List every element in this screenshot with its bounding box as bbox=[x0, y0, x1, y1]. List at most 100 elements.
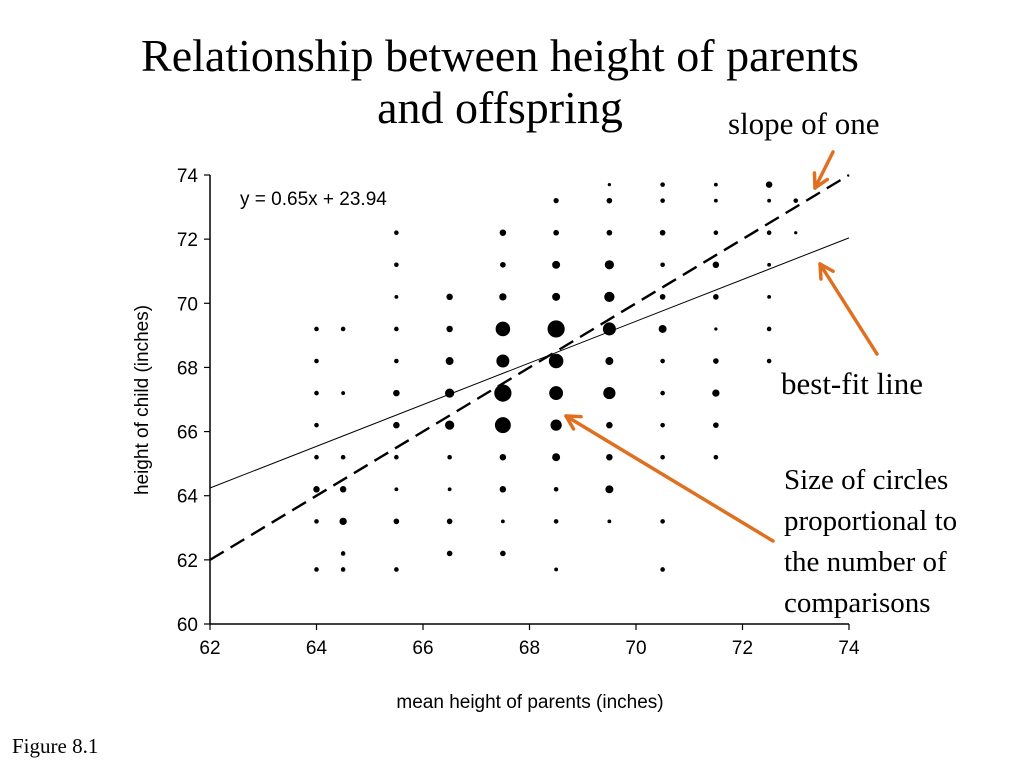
data-point bbox=[445, 357, 454, 365]
annotation-best-fit-line: best-fit line bbox=[781, 366, 924, 401]
x-tick-label: 66 bbox=[412, 638, 433, 659]
data-point bbox=[713, 198, 718, 203]
arrow-circle-size-head bbox=[564, 414, 583, 431]
data-point bbox=[394, 230, 399, 236]
data-point bbox=[446, 293, 453, 301]
data-point bbox=[660, 567, 665, 572]
slope-one-line bbox=[209, 173, 850, 561]
figure-label: Figure 8.1 bbox=[12, 734, 99, 758]
data-point bbox=[604, 260, 614, 270]
fit-lines bbox=[209, 173, 850, 561]
y-tick-label: 72 bbox=[177, 230, 198, 251]
title-line-1: Relationship between height of parents bbox=[141, 30, 859, 81]
data-point bbox=[340, 454, 346, 460]
data-point bbox=[712, 389, 720, 397]
data-point bbox=[660, 390, 665, 396]
chart-title: Relationship between height of parents a… bbox=[0, 30, 1000, 134]
data-point bbox=[553, 487, 559, 492]
arrow-slope-of-one bbox=[813, 150, 835, 190]
y-axis-label: height of child (inches) bbox=[132, 305, 153, 495]
x-tick-label: 64 bbox=[306, 638, 328, 659]
annotation-circle-size-line-4: comparisons bbox=[784, 587, 931, 619]
data-point bbox=[394, 294, 399, 299]
data-point bbox=[341, 391, 346, 396]
annotation-circle-size: Size of circles proportional to the numb… bbox=[784, 460, 1014, 624]
data-point bbox=[606, 421, 613, 429]
data-point bbox=[660, 198, 665, 203]
data-point bbox=[767, 294, 772, 299]
data-point bbox=[314, 422, 319, 428]
data-point bbox=[713, 294, 719, 300]
y-tick-label: 66 bbox=[177, 423, 198, 444]
data-point bbox=[606, 229, 613, 236]
data-point bbox=[793, 198, 799, 203]
data-point bbox=[548, 353, 564, 369]
data-point bbox=[603, 386, 616, 400]
data-point bbox=[660, 454, 665, 460]
data-point bbox=[607, 519, 612, 524]
x-tick-label: 72 bbox=[732, 638, 753, 659]
data-point bbox=[606, 197, 613, 204]
y-tick-label: 70 bbox=[177, 294, 198, 315]
data-point bbox=[660, 358, 665, 364]
data-point bbox=[765, 181, 773, 188]
data-point bbox=[606, 453, 613, 461]
data-point bbox=[445, 388, 455, 398]
data-point bbox=[659, 229, 666, 236]
data-point bbox=[767, 198, 772, 203]
x-tick-label: 74 bbox=[838, 638, 860, 659]
data-point bbox=[766, 326, 772, 332]
data-point bbox=[552, 292, 561, 301]
annotation-slope-of-one: slope of one bbox=[728, 106, 880, 141]
data-point bbox=[499, 293, 507, 301]
data-point bbox=[314, 358, 319, 364]
data-point bbox=[394, 487, 399, 492]
title-line-2: and offspring bbox=[377, 82, 623, 133]
x-tick-label: 68 bbox=[519, 638, 540, 659]
data-point bbox=[494, 417, 511, 434]
data-point bbox=[445, 420, 455, 430]
data-point bbox=[550, 419, 562, 431]
data-point bbox=[767, 262, 772, 267]
data-point bbox=[499, 453, 507, 461]
data-point bbox=[340, 326, 346, 332]
data-point bbox=[495, 321, 511, 337]
annotation-circle-size-line-3: the number of bbox=[784, 546, 947, 578]
data-point bbox=[313, 486, 320, 493]
x-axis-label: mean height of parents (inches) bbox=[396, 692, 663, 713]
data-point bbox=[713, 422, 719, 428]
data-point bbox=[447, 487, 452, 492]
data-point bbox=[339, 486, 347, 493]
data-point bbox=[446, 518, 453, 525]
data-point bbox=[766, 230, 772, 236]
y-tick-label: 62 bbox=[177, 551, 198, 572]
data-point bbox=[602, 322, 616, 336]
data-point bbox=[660, 519, 665, 524]
data-point bbox=[314, 567, 319, 572]
data-point bbox=[547, 320, 565, 338]
x-tick-label: 70 bbox=[625, 638, 646, 659]
arrow-best-fit-line bbox=[818, 262, 879, 356]
data-point bbox=[794, 231, 798, 235]
data-point bbox=[500, 550, 506, 557]
annotation-circle-size-line-1: Size of circles bbox=[784, 464, 949, 496]
data-point bbox=[314, 326, 319, 332]
data-point bbox=[713, 454, 719, 460]
data-point bbox=[446, 550, 453, 557]
y-tick-label: 64 bbox=[177, 487, 199, 508]
data-point bbox=[554, 567, 559, 572]
data-point bbox=[659, 294, 666, 300]
data-point bbox=[660, 422, 665, 428]
data-point bbox=[340, 551, 346, 556]
data-point bbox=[605, 485, 614, 494]
data-point bbox=[660, 262, 665, 268]
data-point bbox=[553, 229, 559, 236]
data-point bbox=[496, 354, 510, 368]
data-point bbox=[766, 358, 772, 364]
annotation-circle-size-line-2: proportional to bbox=[784, 505, 958, 537]
data-point bbox=[499, 229, 507, 236]
data-point bbox=[605, 357, 614, 365]
data-point bbox=[446, 325, 453, 333]
